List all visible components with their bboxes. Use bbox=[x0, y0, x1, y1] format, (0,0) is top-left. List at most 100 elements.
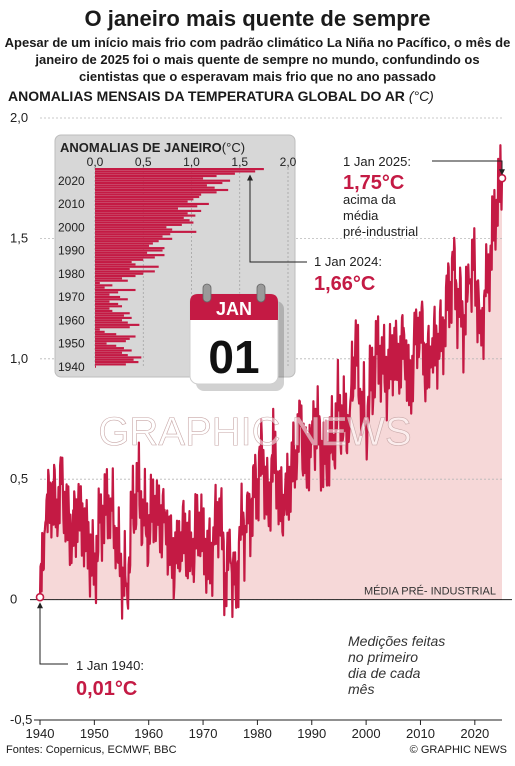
inset-title-unit: (°C) bbox=[222, 140, 245, 155]
start-arrow bbox=[39, 605, 68, 665]
inset-bar bbox=[95, 335, 136, 338]
x-tick-label: 1940 bbox=[26, 726, 55, 741]
mid-arrowhead bbox=[247, 174, 253, 181]
inset-bar bbox=[95, 230, 197, 233]
inset-bar bbox=[95, 195, 200, 199]
inset-bar bbox=[95, 251, 148, 254]
inset-bar bbox=[95, 268, 130, 271]
inset-bar bbox=[95, 172, 235, 175]
inset-bar bbox=[95, 358, 134, 361]
inset-bar bbox=[95, 274, 136, 278]
mid-value: 1,66°C bbox=[314, 273, 375, 295]
inset-bar bbox=[95, 177, 204, 180]
inset-bar bbox=[95, 333, 117, 336]
inset-bar bbox=[95, 328, 100, 331]
inset-bar bbox=[95, 330, 105, 333]
inset-bar bbox=[95, 270, 155, 273]
end-arrow bbox=[432, 160, 503, 173]
inset-x-tick-label: 1,5 bbox=[231, 155, 248, 169]
inset-y-tick-label: 2000 bbox=[58, 220, 85, 234]
measure-note-line: mês bbox=[348, 681, 374, 697]
x-tick-label: 1970 bbox=[189, 726, 218, 741]
watermark: GRAPHIC NEWS bbox=[98, 410, 411, 454]
inset-y-tick-label: 2020 bbox=[58, 174, 85, 188]
inset-bar bbox=[95, 219, 190, 222]
measure-note-line: dia de cada bbox=[348, 665, 421, 681]
end-marker bbox=[497, 173, 507, 183]
inset-title-text: ANOMALIAS DE JANEIRO bbox=[60, 140, 222, 155]
inset-y-tick-label: 1990 bbox=[58, 244, 85, 258]
baseline-label: MÉDIA PRÉ- INDUSTRIAL bbox=[364, 585, 496, 598]
mid-arrow bbox=[249, 177, 307, 263]
end-note-line: pré-industrial bbox=[343, 224, 418, 239]
calendar-header bbox=[190, 294, 278, 320]
inset-bar bbox=[95, 307, 110, 310]
inset-bar bbox=[95, 188, 229, 192]
inset-bars bbox=[95, 168, 264, 368]
credit: © GRAPHIC NEWS bbox=[409, 744, 507, 756]
inset-x-tick-label: 0,5 bbox=[135, 155, 152, 169]
inset-bar bbox=[95, 279, 128, 282]
inset-y-tick-label: 1940 bbox=[58, 360, 85, 374]
mid-date: 1 Jan 2024: bbox=[314, 254, 382, 269]
inset-bar bbox=[95, 174, 217, 178]
inset-bar bbox=[95, 305, 123, 308]
inset-bar bbox=[95, 212, 188, 215]
callout-end: 1 Jan 2025: 1,75°C acima da média pré-in… bbox=[343, 154, 507, 239]
inset-bar bbox=[95, 351, 123, 354]
inset-bar bbox=[95, 240, 159, 243]
inset-bar bbox=[95, 342, 107, 345]
y-tick-label: 2,0 bbox=[10, 110, 28, 125]
inset-bar bbox=[95, 207, 178, 210]
start-value: 0,01°C bbox=[76, 678, 137, 700]
inset-bar bbox=[95, 281, 100, 285]
inset-bar bbox=[95, 200, 188, 203]
inset-x-tick-label: 1,0 bbox=[183, 155, 200, 169]
inset-y-tick-label: 1970 bbox=[58, 290, 85, 304]
inset-title: ANOMALIAS DE JANEIRO(°C) bbox=[60, 140, 245, 155]
end-note-line: acima da bbox=[343, 192, 397, 207]
chart-heading-unit: (°C) bbox=[408, 88, 434, 104]
inset-bar bbox=[95, 221, 194, 224]
chart-heading-text: ANOMALIAS MENSAIS DA TEMPERATURA GLOBAL … bbox=[8, 88, 405, 104]
inset-bar bbox=[95, 181, 223, 185]
inset-bar bbox=[95, 223, 182, 226]
end-note-line: média bbox=[343, 208, 379, 223]
end-date: 1 Jan 2025: bbox=[343, 154, 411, 169]
inset-y-ticks: 2020 2010 2000 1990 1980 1970 1960 1950 1940 bbox=[58, 174, 85, 374]
inset-bar bbox=[95, 365, 96, 368]
inset-bar bbox=[95, 228, 173, 231]
inset-bar bbox=[95, 291, 119, 294]
inset-bar bbox=[95, 247, 165, 250]
inset-bar bbox=[95, 302, 119, 306]
inset-bar bbox=[95, 309, 113, 312]
inset-bar bbox=[95, 209, 202, 212]
x-tick-label: 1960 bbox=[134, 726, 163, 741]
inset-bar bbox=[95, 244, 150, 247]
y-tick-label: 1,0 bbox=[10, 351, 28, 366]
x-tick-label: 2010 bbox=[406, 726, 435, 741]
inset-bar bbox=[95, 295, 121, 299]
callout-start: 1 Jan 1940: 0,01°C bbox=[35, 592, 144, 700]
inset-bar bbox=[95, 193, 202, 196]
page-subtitle: Apesar de um início mais frio com padrão… bbox=[4, 35, 511, 84]
inset-bar bbox=[95, 216, 184, 219]
anomaly-area bbox=[40, 145, 502, 619]
inset-bar bbox=[95, 314, 124, 317]
measure-note-line: no primeiro bbox=[348, 649, 418, 665]
y-tick-label: 0 bbox=[10, 592, 17, 607]
inset-bar bbox=[95, 214, 196, 217]
inset-bar bbox=[95, 198, 194, 201]
inset-bar bbox=[95, 319, 123, 322]
inset-bar bbox=[95, 170, 256, 173]
inset-bar bbox=[95, 347, 124, 350]
y-tick-label: -0,5 bbox=[10, 712, 32, 727]
inset-bar bbox=[95, 235, 163, 238]
calendar-ring bbox=[256, 283, 266, 303]
measure-note: Medições feitas no primeiro dia de cada … bbox=[348, 633, 445, 697]
inset-bar bbox=[95, 233, 171, 236]
inset-bar bbox=[95, 286, 105, 289]
inset-bar bbox=[95, 256, 155, 259]
source-note: Fontes: Copernicus, ECMWF, BBC bbox=[6, 744, 177, 756]
inset-x-tick-label: 2,0 bbox=[280, 155, 297, 169]
